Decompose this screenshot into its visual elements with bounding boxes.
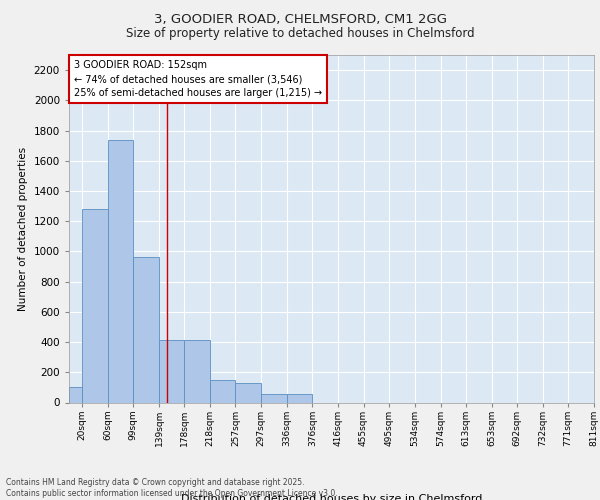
Bar	[261, 394, 287, 402]
Bar	[210, 380, 235, 402]
Bar	[184, 340, 210, 402]
Bar	[159, 340, 184, 402]
Text: Contains HM Land Registry data © Crown copyright and database right 2025.
Contai: Contains HM Land Registry data © Crown c…	[6, 478, 338, 498]
Bar	[69, 388, 82, 402]
Text: 3, GOODIER ROAD, CHELMSFORD, CM1 2GG: 3, GOODIER ROAD, CHELMSFORD, CM1 2GG	[154, 12, 446, 26]
Y-axis label: Number of detached properties: Number of detached properties	[18, 146, 28, 311]
Bar	[287, 394, 313, 402]
X-axis label: Distribution of detached houses by size in Chelmsford: Distribution of detached houses by size …	[181, 494, 482, 500]
Text: Size of property relative to detached houses in Chelmsford: Size of property relative to detached ho…	[125, 28, 475, 40]
Text: 3 GOODIER ROAD: 152sqm
← 74% of detached houses are smaller (3,546)
25% of semi-: 3 GOODIER ROAD: 152sqm ← 74% of detached…	[74, 60, 322, 98]
Bar	[82, 209, 108, 402]
Bar	[235, 383, 261, 402]
Bar	[133, 258, 159, 402]
Bar	[108, 140, 133, 402]
